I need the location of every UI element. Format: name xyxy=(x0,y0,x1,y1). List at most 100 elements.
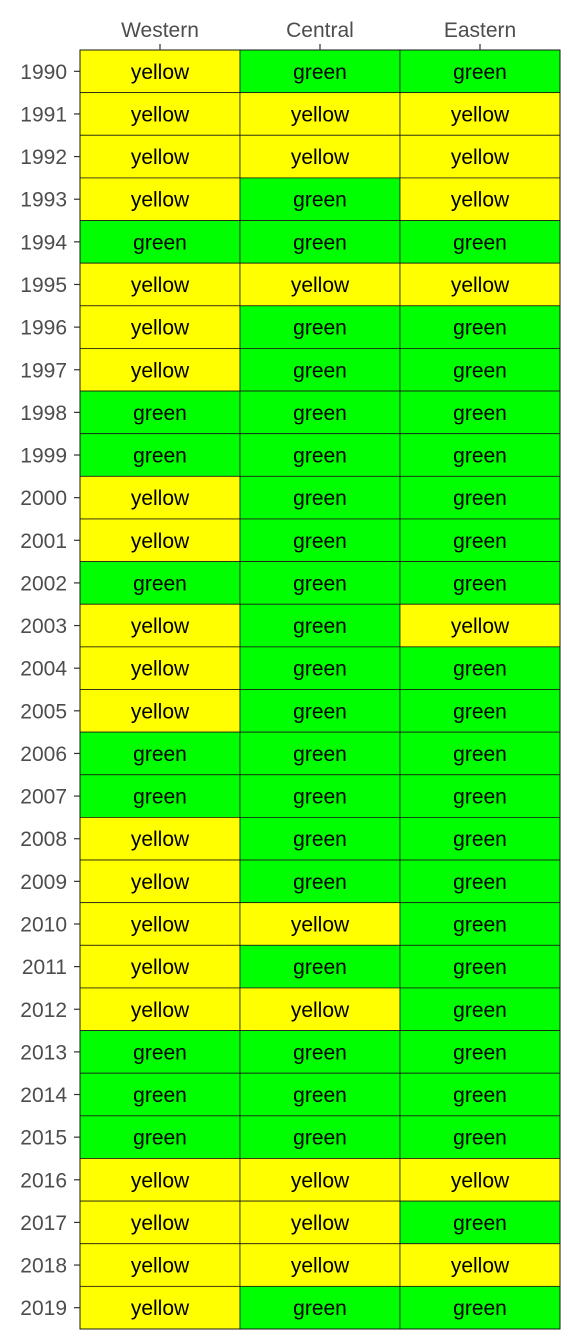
row-label: 2013 xyxy=(20,1041,67,1064)
heatmap-cell xyxy=(399,1243,561,1287)
cell-value-label: yellow xyxy=(131,61,190,84)
cell-value-label: green xyxy=(293,487,347,510)
cell-value-label: green xyxy=(293,743,347,766)
heatmap-cell xyxy=(79,646,241,690)
cell-value-label: green xyxy=(293,445,347,468)
row-label: 2003 xyxy=(20,615,67,638)
heatmap-cell xyxy=(79,944,241,989)
cell-value-label: green xyxy=(293,615,347,638)
heatmap-cell xyxy=(79,1030,241,1074)
cell-value-label: green xyxy=(133,1127,187,1150)
cell-value-label: green xyxy=(133,1041,187,1064)
heatmap-cell xyxy=(79,49,241,94)
cell-value-label: green xyxy=(453,913,507,936)
row-label: 2010 xyxy=(20,913,67,936)
cell-value-label: green xyxy=(293,402,347,425)
heatmap-cell xyxy=(239,518,401,563)
cell-value-label: green xyxy=(133,445,187,468)
row-label: 2008 xyxy=(20,828,67,851)
cell-value-label: green xyxy=(453,700,507,723)
cell-value-label: green xyxy=(453,572,507,595)
heatmap-cell xyxy=(79,1200,241,1245)
heatmap-cell xyxy=(239,561,401,605)
cell-value-label: green xyxy=(453,1212,507,1235)
row-label: 1992 xyxy=(20,146,67,169)
heatmap-cell xyxy=(79,1115,241,1159)
cell-value-label: yellow xyxy=(451,1255,510,1278)
row-label: 1997 xyxy=(20,359,67,382)
heatmap-cell xyxy=(79,603,241,648)
heatmap-cell xyxy=(79,92,241,136)
heatmap-cell xyxy=(239,1072,401,1117)
row-label: 2005 xyxy=(20,700,67,723)
heatmap-cell xyxy=(399,774,561,818)
cell-value-label: green xyxy=(293,828,347,851)
cell-value-label: green xyxy=(133,786,187,809)
cell-value-label: yellow xyxy=(131,913,190,936)
cell-value-label: yellow xyxy=(451,189,510,212)
heatmap-cell xyxy=(79,220,241,264)
row-label: 1991 xyxy=(20,103,67,126)
cell-value-label: green xyxy=(293,231,347,254)
cell-value-label: green xyxy=(453,828,507,851)
row-label: 2004 xyxy=(20,658,67,681)
cell-value-label: yellow xyxy=(131,658,190,681)
cell-value-label: yellow xyxy=(451,103,510,126)
heatmap-cell xyxy=(79,902,241,946)
cell-value-label: green xyxy=(133,572,187,595)
cell-value-label: green xyxy=(453,1127,507,1150)
heatmap-cell xyxy=(79,305,241,349)
heatmap-cell xyxy=(239,134,401,179)
cell-value-label: green xyxy=(133,743,187,766)
heatmap-cell xyxy=(239,1285,401,1330)
row-label: 2019 xyxy=(20,1297,67,1320)
heatmap-cell xyxy=(399,603,561,648)
heatmap-cell xyxy=(399,987,561,1031)
row-label: 2018 xyxy=(20,1255,67,1278)
cell-value-label: green xyxy=(453,402,507,425)
cell-value-label: yellow xyxy=(291,999,350,1022)
row-label: 2007 xyxy=(20,786,67,809)
cell-value-label: yellow xyxy=(131,274,190,297)
cell-value-label: yellow xyxy=(291,1212,350,1235)
heatmap-cell xyxy=(239,49,401,94)
cell-value-label: green xyxy=(293,871,347,894)
cell-value-label: green xyxy=(453,658,507,681)
row-label: 2012 xyxy=(20,999,67,1022)
cell-value-label: green xyxy=(133,402,187,425)
cell-value-label: green xyxy=(453,999,507,1022)
heatmap-cell xyxy=(239,817,401,861)
cell-value-label: yellow xyxy=(291,274,350,297)
cell-value-label: yellow xyxy=(131,189,190,212)
heatmap-cell xyxy=(399,689,561,733)
row-label: 2014 xyxy=(20,1084,67,1107)
cell-value-label: yellow xyxy=(451,1169,510,1192)
cell-value-label: yellow xyxy=(291,913,350,936)
row-label: 2006 xyxy=(20,743,67,766)
row-label: 1995 xyxy=(20,274,67,297)
column-label: Eastern xyxy=(444,19,516,42)
cell-value-label: green xyxy=(293,572,347,595)
heatmap-cell xyxy=(239,220,401,264)
heatmap-cell xyxy=(79,1243,241,1287)
heatmap-cell xyxy=(239,1115,401,1159)
cell-value-label: yellow xyxy=(451,274,510,297)
heatmap-cell xyxy=(399,817,561,861)
cell-value-label: green xyxy=(453,445,507,468)
heatmap-cell xyxy=(399,1072,561,1117)
heatmap-cell xyxy=(399,92,561,136)
heatmap-cell xyxy=(399,646,561,690)
heatmap-cell xyxy=(79,731,241,776)
cell-value-label: green xyxy=(293,1084,347,1107)
cell-value-label: yellow xyxy=(291,146,350,169)
cell-value-label: yellow xyxy=(291,1255,350,1278)
cell-value-label: green xyxy=(293,700,347,723)
heatmap-cell xyxy=(79,561,241,605)
cell-value-label: green xyxy=(453,1084,507,1107)
heatmap-cell xyxy=(399,305,561,349)
cell-value-label: yellow xyxy=(131,487,190,510)
row-label: 1994 xyxy=(20,231,67,254)
cell-value-label: green xyxy=(133,1084,187,1107)
heatmap-cell xyxy=(239,859,401,904)
